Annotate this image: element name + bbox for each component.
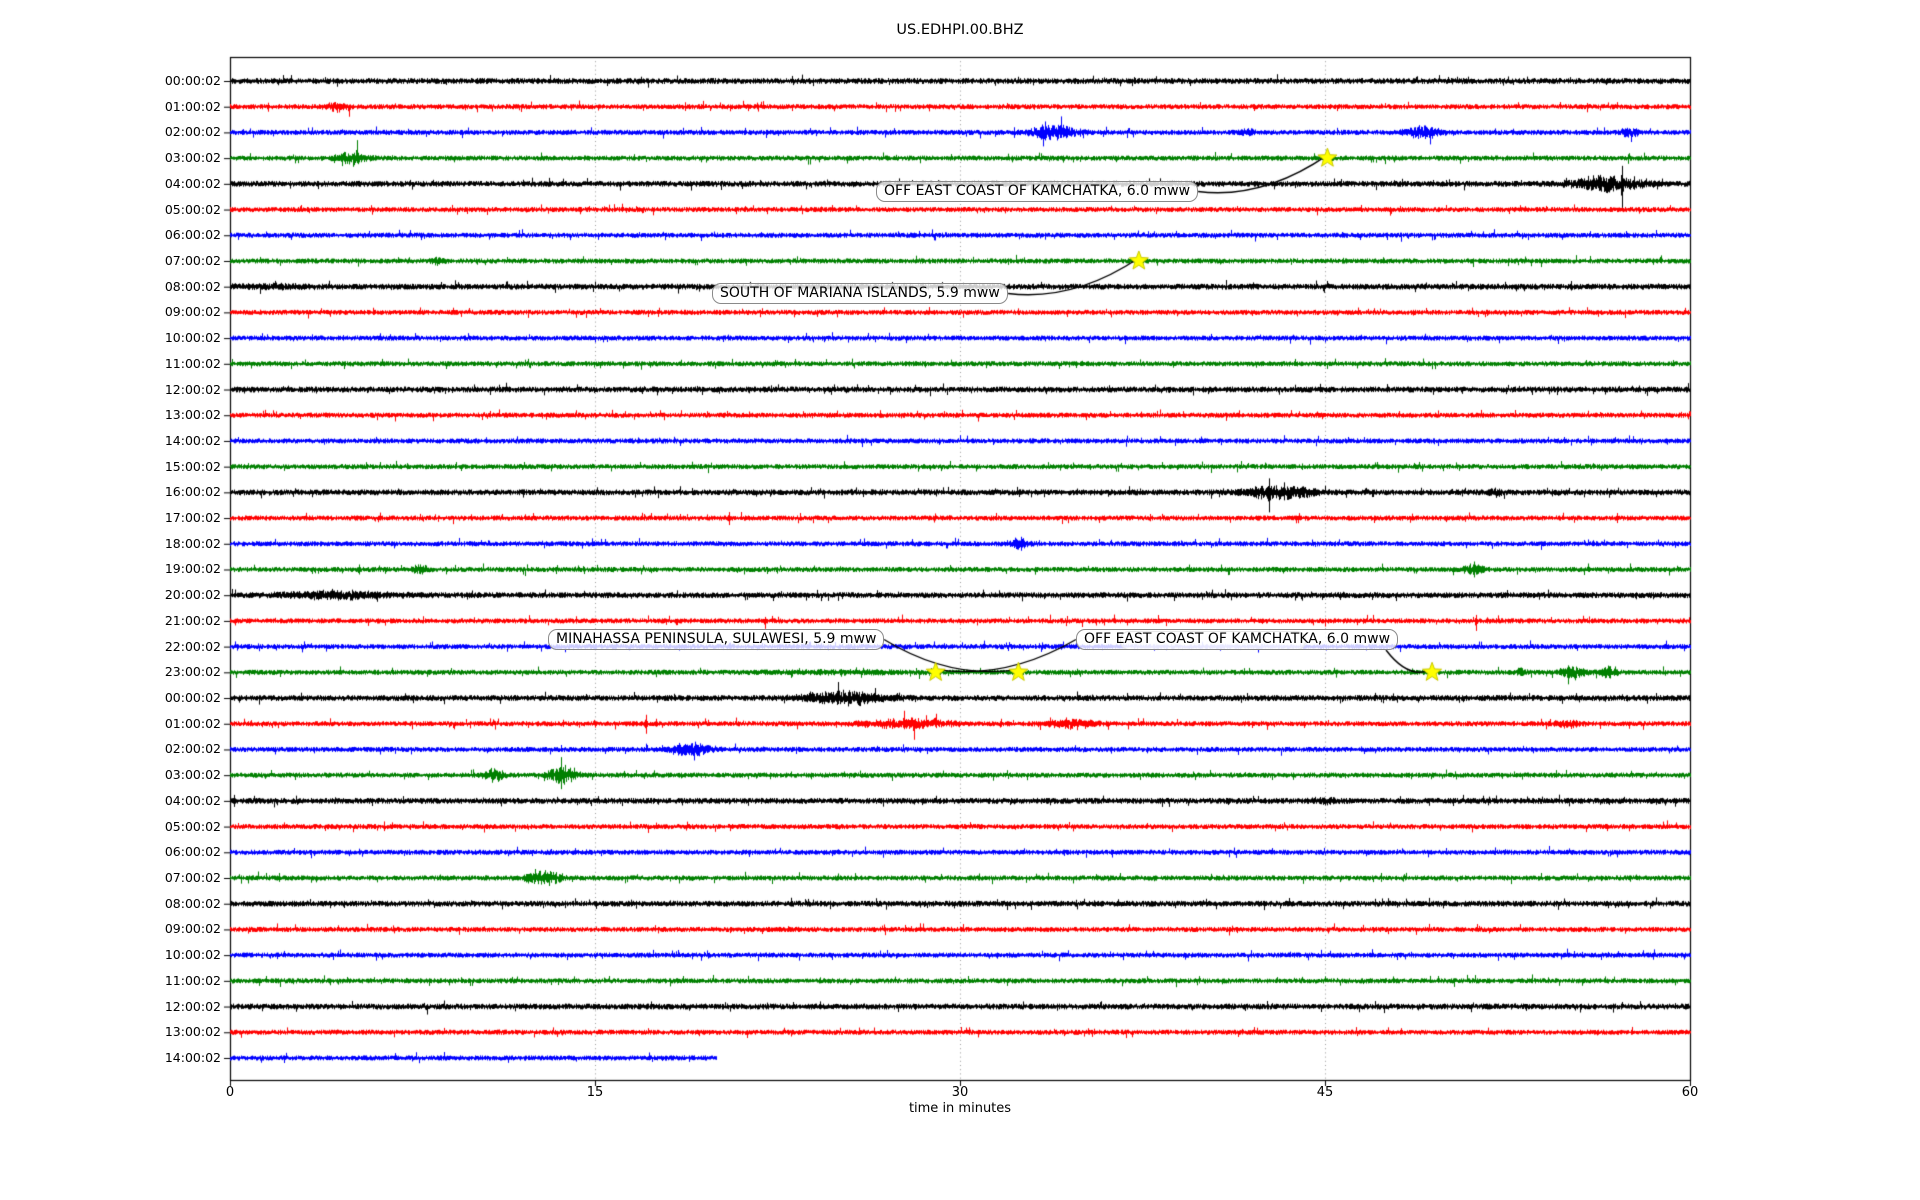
trace-time-label: 07:00:02 — [164, 252, 221, 268]
trace-time-label: 05:00:02 — [164, 818, 221, 834]
trace-time-label: 03:00:02 — [164, 767, 221, 783]
trace-time-label: 23:00:02 — [164, 664, 221, 680]
trace-time-label: 11:00:02 — [164, 972, 221, 988]
trace-time-label: 17:00:02 — [164, 510, 221, 526]
trace-time-label: 19:00:02 — [164, 561, 221, 577]
trace-time-label: 10:00:02 — [164, 947, 221, 963]
trace-time-label: 15:00:02 — [164, 458, 221, 474]
trace-time-label: 05:00:02 — [164, 201, 221, 217]
trace-time-label: 13:00:02 — [164, 1024, 221, 1040]
trace-time-label: 14:00:02 — [164, 432, 221, 448]
event-annotation: OFF EAST COAST OF KAMCHATKA, 6.0 mww — [876, 181, 1199, 202]
trace-time-label: 09:00:02 — [164, 921, 221, 937]
trace-time-label: 06:00:02 — [164, 844, 221, 860]
x-tick-label: 45 — [1316, 1085, 1334, 1100]
x-tick-label: 60 — [1681, 1085, 1699, 1100]
trace-time-label: 06:00:02 — [164, 227, 221, 243]
trace-time-label: 01:00:02 — [164, 715, 221, 731]
trace-time-label: 08:00:02 — [164, 278, 221, 294]
trace-time-label: 10:00:02 — [164, 330, 221, 346]
event-annotation: MINAHASSA PENINSULA, SULAWESI, 5.9 mww — [548, 629, 885, 650]
trace-time-label: 16:00:02 — [164, 484, 221, 500]
plot-title: US.EDHPI.00.BHZ — [896, 22, 1024, 38]
trace-time-label: 09:00:02 — [164, 304, 221, 320]
trace-time-label: 07:00:02 — [164, 870, 221, 885]
trace-time-label: 11:00:02 — [164, 355, 221, 371]
trace-time-label: 22:00:02 — [164, 638, 221, 654]
x-tick-label: 15 — [586, 1085, 604, 1100]
trace-time-label: 08:00:02 — [164, 895, 221, 911]
event-annotation: OFF EAST COAST OF KAMCHATKA, 6.0 mww — [1076, 629, 1399, 650]
trace-time-label: 01:00:02 — [164, 98, 221, 114]
trace-time-label: 04:00:02 — [164, 792, 221, 808]
trace-time-label: 00:00:02 — [164, 73, 221, 88]
trace-time-label: 13:00:02 — [164, 407, 221, 423]
event-annotation: SOUTH OF MARIANA ISLANDS, 5.9 mww — [712, 283, 1008, 304]
trace-time-label: 12:00:02 — [164, 381, 221, 397]
trace-time-label: 21:00:02 — [164, 612, 221, 628]
trace-time-label: 18:00:02 — [164, 535, 221, 551]
trace-time-label: 20:00:02 — [164, 587, 221, 603]
x-tick-label: 0 — [225, 1085, 235, 1100]
trace-time-label: 00:00:02 — [164, 690, 221, 706]
trace-time-label: 04:00:02 — [164, 175, 221, 191]
trace-time-label: 02:00:02 — [164, 124, 221, 140]
trace-time-label: 02:00:02 — [164, 741, 221, 757]
trace-time-label: 12:00:02 — [164, 998, 221, 1014]
x-axis-label: time in minutes — [908, 1101, 1012, 1116]
x-tick-label: 30 — [951, 1085, 969, 1100]
trace-time-label: 03:00:02 — [164, 150, 221, 166]
trace-time-label: 14:00:02 — [164, 1049, 221, 1065]
